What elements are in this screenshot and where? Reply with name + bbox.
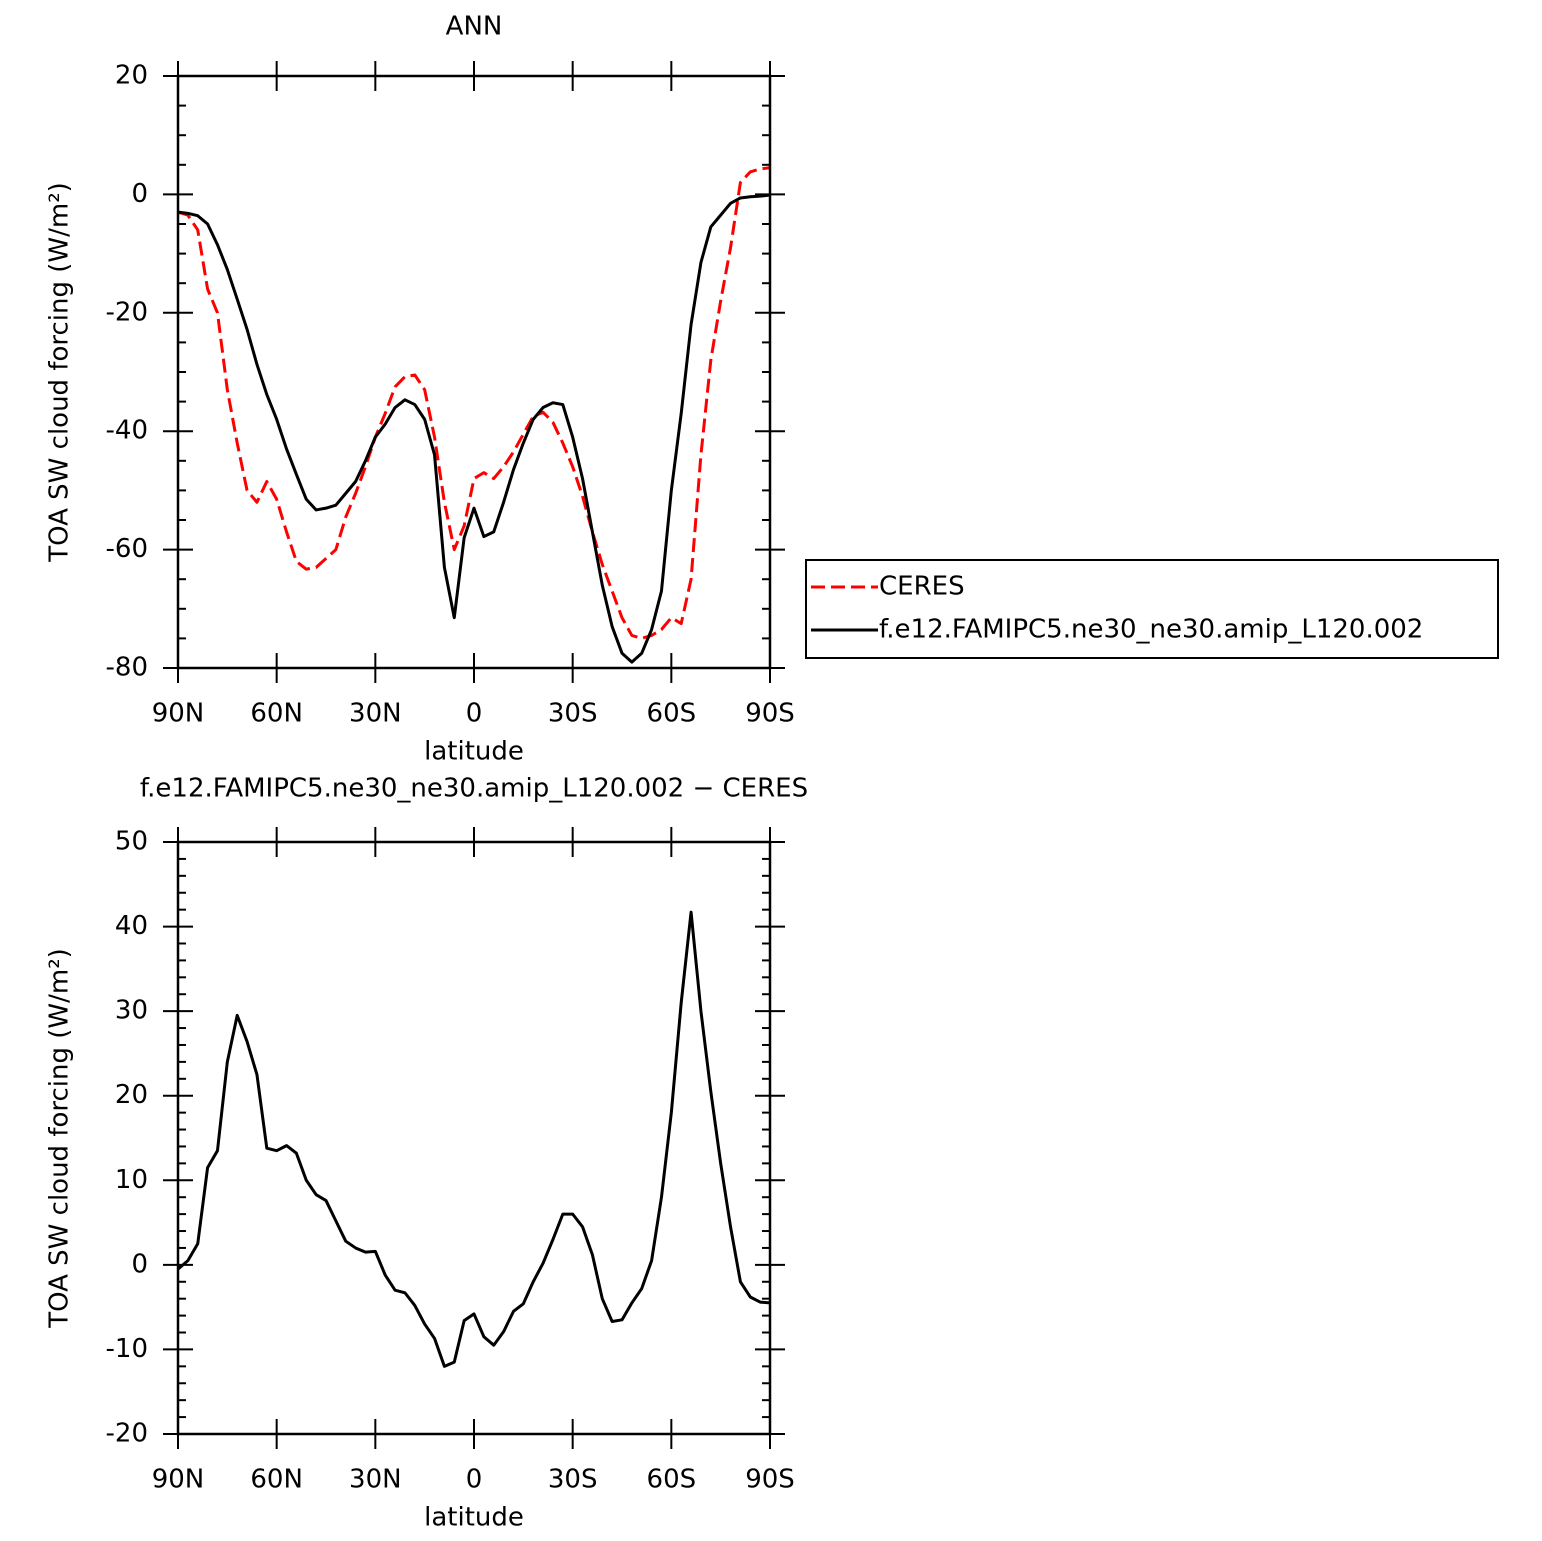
y-tick-label: 40 [115, 911, 148, 941]
x-tick-label: 30N [349, 1465, 402, 1495]
plot-frame [176, 74, 772, 670]
y-tick-label: 0 [131, 179, 148, 209]
x-tick-label: 90N [152, 1465, 205, 1495]
x-tick-label: 60S [647, 1465, 697, 1495]
y-tick-label: 0 [131, 1249, 148, 1279]
legend-label: f.e12.FAMIPC5.ne30_ne30.amip_L120.002 [879, 615, 1423, 645]
y-tick-label: 50 [115, 827, 148, 857]
x-tick-label: 0 [466, 699, 483, 729]
data-line [177, 166, 771, 640]
x-tick-label: 60S [647, 699, 697, 729]
x-axis-label: latitude [424, 1503, 524, 1533]
x-tick-label: 60N [250, 699, 303, 729]
chart-title: ANN [446, 12, 503, 42]
y-tick-label: -80 [106, 653, 148, 683]
x-tick-label: 30S [548, 699, 598, 729]
data-line [177, 193, 771, 664]
y-tick-label: 20 [115, 61, 148, 91]
legend-box [805, 559, 1499, 659]
y-tick-label: -20 [106, 297, 148, 327]
legend-label: CERES [879, 572, 965, 602]
y-tick-label: 30 [115, 996, 148, 1026]
plot-frame [176, 840, 772, 1436]
y-axis-label: TOA SW cloud forcing (W/m²) [45, 182, 75, 563]
x-tick-label: 30N [349, 699, 402, 729]
x-axis-label: latitude [424, 737, 524, 767]
y-tick-label: -20 [106, 1419, 148, 1449]
data-line [177, 910, 771, 1368]
y-axis-label: TOA SW cloud forcing (W/m²) [45, 948, 75, 1329]
x-tick-label: 30S [548, 1465, 598, 1495]
y-tick-label: 20 [115, 1080, 148, 1110]
y-tick-label: -10 [106, 1334, 148, 1364]
y-tick-label: -40 [106, 416, 148, 446]
x-tick-label: 60N [250, 1465, 303, 1495]
x-tick-label: 90S [745, 1465, 795, 1495]
x-tick-label: 0 [466, 1465, 483, 1495]
y-tick-label: 10 [115, 1165, 148, 1195]
y-tick-label: -60 [106, 534, 148, 564]
x-tick-label: 90N [152, 699, 205, 729]
chart-title: f.e12.FAMIPC5.ne30_ne30.amip_L120.002 − … [140, 774, 808, 804]
x-tick-label: 90S [745, 699, 795, 729]
